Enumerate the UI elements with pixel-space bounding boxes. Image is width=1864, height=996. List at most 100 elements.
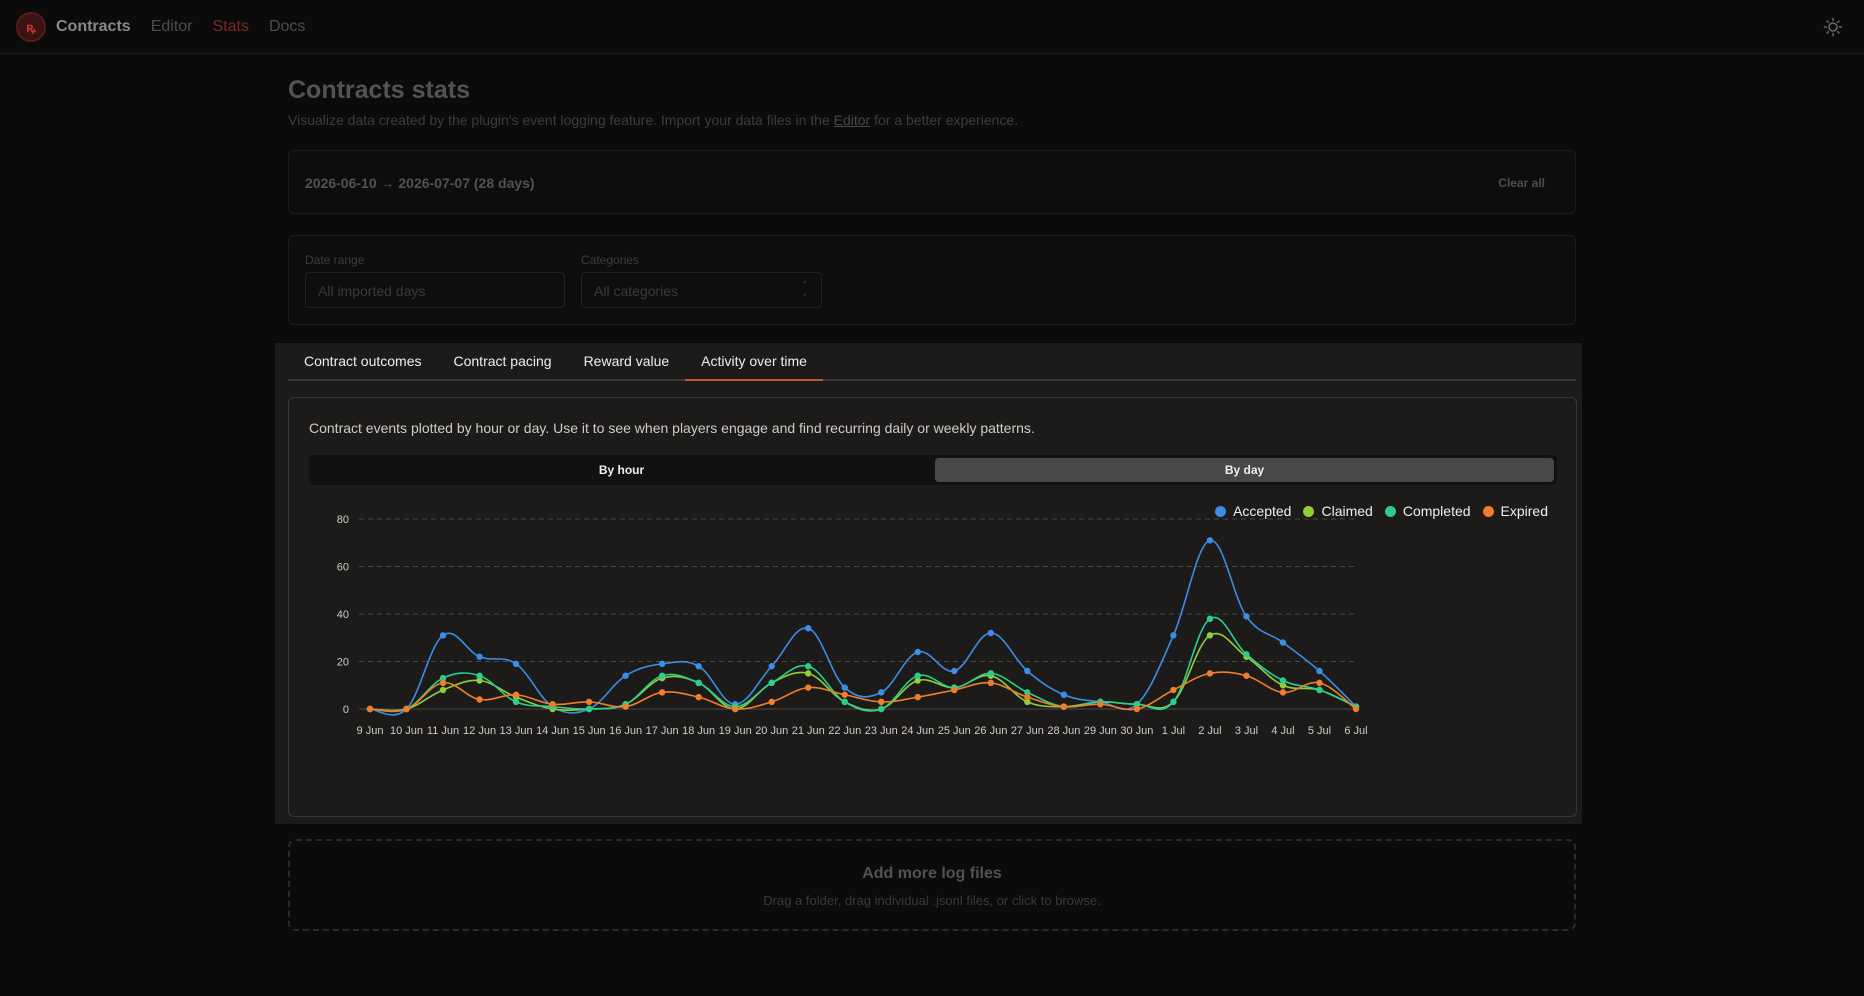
data-point-accepted — [1279, 639, 1287, 646]
x-tick-label: 30 Jun — [1120, 725, 1153, 737]
x-tick-label: 11 Jun — [427, 725, 459, 737]
app-logo[interactable]: ꝶ — [16, 11, 46, 42]
data-point-expired — [695, 693, 702, 701]
x-tick-label: 17 Jun — [646, 725, 679, 737]
by-hour-button[interactable]: By hour — [598, 463, 645, 477]
editor-link[interactable]: Editor — [833, 112, 871, 128]
data-point-expired — [878, 698, 885, 706]
y-tick-label: 0 — [343, 704, 349, 716]
clear-all-button[interactable]: Clear all — [1498, 176, 1545, 190]
x-tick-label: 13 Jun — [500, 725, 533, 737]
data-point-expired — [1352, 705, 1360, 713]
data-point-expired — [1170, 686, 1177, 694]
data-point-completed — [987, 670, 995, 677]
data-point-completed — [1170, 698, 1177, 706]
tab-contract-pacing[interactable]: Contract pacing — [453, 353, 552, 369]
x-tick-label: 6 Jul — [1344, 725, 1367, 737]
by-day-button[interactable]: By day — [935, 458, 1554, 482]
y-tick-label: 20 — [337, 657, 349, 669]
x-tick-label: 21 Jun — [792, 725, 825, 737]
tab-reward-value[interactable]: Reward value — [583, 353, 670, 369]
series-line-claimed — [369, 632, 1357, 712]
data-point-accepted — [1316, 667, 1323, 675]
data-point-completed — [768, 679, 775, 687]
data-point-expired — [1279, 689, 1287, 696]
tab-contract-outcomes[interactable]: Contract outcomes — [304, 353, 422, 369]
data-point-claimed — [476, 677, 483, 684]
data-point-expired — [914, 693, 921, 701]
nav-stats[interactable]: Stats — [212, 17, 249, 35]
nav-editor[interactable]: Editor — [150, 17, 193, 35]
x-tick-label: 29 Jun — [1084, 725, 1117, 737]
data-point-expired — [1243, 672, 1250, 679]
legend-label-accepted: Accepted — [1233, 503, 1292, 519]
data-point-claimed — [914, 677, 921, 684]
data-point-expired — [768, 698, 775, 706]
data-point-claimed — [1206, 632, 1214, 639]
data-point-completed — [1133, 701, 1141, 708]
data-point-completed — [476, 672, 483, 679]
legend-label-completed: Completed — [1402, 503, 1471, 519]
categories-select-value: All categories — [594, 283, 679, 299]
data-point-accepted — [658, 660, 666, 668]
filters-card: Date range All imported days Categories … — [288, 235, 1576, 325]
legend-dot-expired — [1482, 505, 1494, 517]
activity-description: Contract events plotted by hour or day. … — [309, 420, 1035, 436]
x-tick-label: 18 Jun — [682, 725, 715, 737]
data-point-expired — [951, 686, 958, 694]
add-log-files-dropzone[interactable]: Add more log files Drag a folder, drag i… — [288, 839, 1576, 931]
y-tick-label: 40 — [337, 609, 349, 621]
x-tick-label: 25 Jun — [938, 725, 971, 737]
data-point-expired — [366, 705, 374, 713]
data-point-expired — [731, 705, 739, 713]
data-point-claimed — [805, 670, 812, 677]
x-tick-label: 27 Jun — [1011, 725, 1044, 737]
data-point-expired — [1133, 705, 1141, 713]
categories-select[interactable]: All categories ⌃ ⌄ — [581, 272, 822, 308]
data-point-completed — [439, 674, 447, 682]
activity-line-chart: 0 20 40 60 80 9 Jun 10 Jun 11 Jun 12 Jun 13 Jun 14… — [337, 514, 1368, 737]
x-tick-label: 23 Jun — [865, 725, 898, 737]
nav-docs[interactable]: Docs — [268, 17, 306, 35]
x-tick-label: 24 Jun — [901, 725, 934, 737]
data-point-completed — [658, 672, 666, 679]
data-point-accepted — [1170, 632, 1177, 639]
subtitle-text-after: for a better experience. — [870, 112, 1019, 128]
brand-name[interactable]: Contracts — [56, 17, 131, 35]
legend-item-accepted[interactable]: Accepted — [1215, 503, 1291, 519]
data-point-completed — [1316, 686, 1323, 694]
legend-label-claimed: Claimed — [1321, 503, 1373, 519]
x-tick-label: 15 Jun — [573, 725, 606, 737]
tab-activity-over-time[interactable]: Activity over time — [685, 343, 823, 381]
legend-item-completed[interactable]: Completed — [1384, 503, 1471, 519]
data-point-completed — [585, 705, 593, 713]
theme-toggle-button[interactable] — [1820, 14, 1846, 40]
imported-range-card: 2026-06-10 → 2026-07-07 (28 days) Clear … — [288, 150, 1576, 214]
chevron-updown-icon: ⌃ ⌄ — [800, 280, 809, 299]
data-point-completed — [914, 672, 921, 679]
page-subtitle: Visualize data created by the plugin's e… — [288, 112, 1018, 128]
data-point-expired — [1206, 670, 1214, 677]
data-point-claimed — [1024, 698, 1031, 706]
data-point-expired — [987, 679, 995, 687]
data-point-expired — [805, 684, 812, 691]
x-tick-label: 2 Jul — [1198, 725, 1221, 737]
x-tick-label: 4 Jul — [1271, 725, 1294, 737]
data-point-completed — [512, 698, 520, 706]
data-point-accepted — [805, 625, 812, 632]
legend-item-claimed[interactable]: Claimed — [1303, 503, 1373, 519]
x-tick-label: 20 Jun — [755, 725, 788, 737]
legend-item-expired[interactable]: Expired — [1482, 503, 1548, 519]
x-tick-label: 5 Jul — [1308, 725, 1331, 737]
dropzone-title: Add more log files — [862, 865, 1002, 882]
stats-tab-panel: Contract outcomes Contract pacing Reward… — [275, 343, 1582, 824]
x-tick-label: 1 Jul — [1162, 725, 1185, 737]
legend-label-expired: Expired — [1500, 503, 1548, 519]
data-point-accepted — [622, 672, 629, 679]
data-point-claimed — [439, 686, 447, 694]
data-point-accepted — [987, 629, 995, 637]
data-point-accepted — [695, 663, 702, 670]
data-point-expired — [1316, 679, 1323, 687]
date-range-input[interactable]: All imported days — [305, 272, 565, 308]
data-point-accepted — [878, 689, 885, 696]
